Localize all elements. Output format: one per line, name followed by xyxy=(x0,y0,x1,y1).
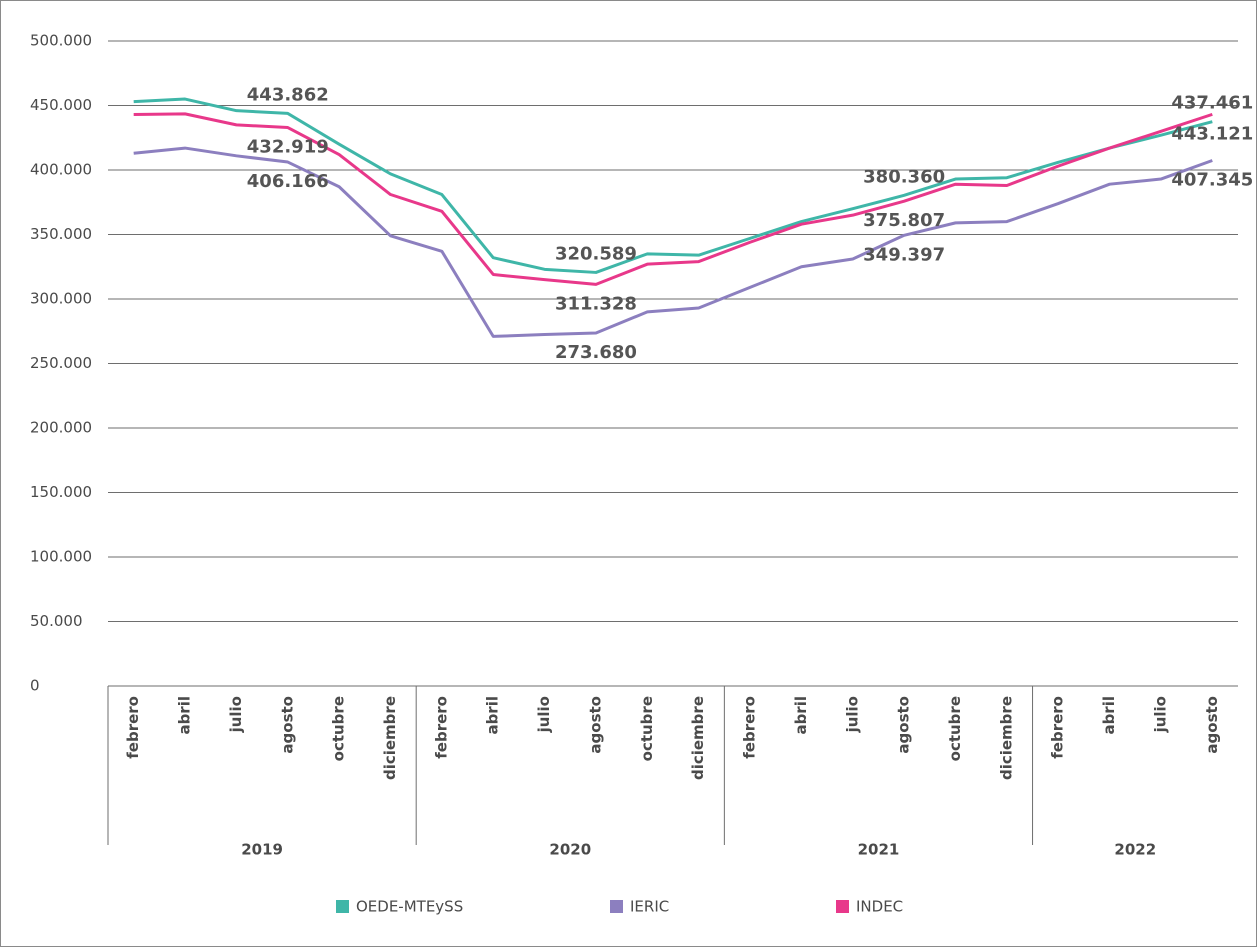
y-tick-label: 400.000 xyxy=(30,161,92,179)
data-label: 443.862 xyxy=(247,84,329,105)
data-label: 273.680 xyxy=(555,342,637,363)
x-tick-label: abril xyxy=(176,696,194,735)
data-label: 407.345 xyxy=(1171,170,1253,191)
x-tick-label: abril xyxy=(484,696,502,735)
group-label: 2020 xyxy=(549,841,591,859)
y-tick-label: 50.000 xyxy=(30,612,83,630)
x-tick-label: agosto xyxy=(895,696,913,754)
legend-swatch xyxy=(336,900,349,913)
series-line xyxy=(133,112,1213,286)
legend-label: IERIC xyxy=(630,898,669,916)
x-tick-label: agosto xyxy=(586,696,604,754)
data-label: 380.360 xyxy=(863,166,945,187)
x-tick-label: febrero xyxy=(124,696,142,759)
series-line xyxy=(133,97,1213,274)
y-tick-label: 300.000 xyxy=(30,290,92,308)
legend-label: INDEC xyxy=(856,898,903,916)
data-label: 375.807 xyxy=(863,210,945,231)
data-label: 406.166 xyxy=(247,171,329,192)
x-tick-label: octubre xyxy=(330,696,348,761)
x-tick-label: octubre xyxy=(638,696,656,761)
x-tick-label: octubre xyxy=(946,696,964,761)
x-tick-label: julio xyxy=(843,696,861,733)
data-label: 320.589 xyxy=(555,243,637,264)
legend-swatch xyxy=(836,900,849,913)
group-label: 2021 xyxy=(858,841,900,859)
x-tick-label: julio xyxy=(1151,696,1169,733)
y-tick-label: 150.000 xyxy=(30,483,92,501)
data-label: 349.397 xyxy=(863,244,945,265)
series-line xyxy=(133,146,1213,338)
x-tick-label: abril xyxy=(1100,696,1118,735)
y-tick-label: 250.000 xyxy=(30,354,92,372)
data-label: 443.121 xyxy=(1171,123,1253,144)
x-tick-label: julio xyxy=(227,696,245,733)
data-label: 432.919 xyxy=(247,137,329,158)
x-tick-label: febrero xyxy=(1049,696,1067,759)
x-tick-label: febrero xyxy=(432,696,450,759)
y-tick-label: 200.000 xyxy=(30,419,92,437)
y-tick-label: 100.000 xyxy=(30,548,92,566)
y-tick-label: 0 xyxy=(30,677,40,695)
x-tick-label: abril xyxy=(792,696,810,735)
x-tick-label: diciembre xyxy=(381,696,399,780)
group-label: 2022 xyxy=(1114,841,1156,859)
legend-label: OEDE-MTEySS xyxy=(356,898,463,916)
x-tick-label: diciembre xyxy=(997,696,1015,780)
x-tick-label: febrero xyxy=(741,696,759,759)
x-tick-label: diciembre xyxy=(689,696,707,780)
y-tick-label: 350.000 xyxy=(30,225,92,243)
x-tick-label: agosto xyxy=(278,696,296,754)
data-label: 311.328 xyxy=(555,293,637,314)
group-label: 2019 xyxy=(241,841,283,859)
data-label: 437.461 xyxy=(1171,93,1253,114)
x-tick-label: agosto xyxy=(1203,696,1221,754)
y-tick-label: 450.000 xyxy=(30,96,92,114)
x-tick-label: julio xyxy=(535,696,553,733)
legend-swatch xyxy=(610,900,623,913)
y-tick-label: 500.000 xyxy=(30,32,92,50)
